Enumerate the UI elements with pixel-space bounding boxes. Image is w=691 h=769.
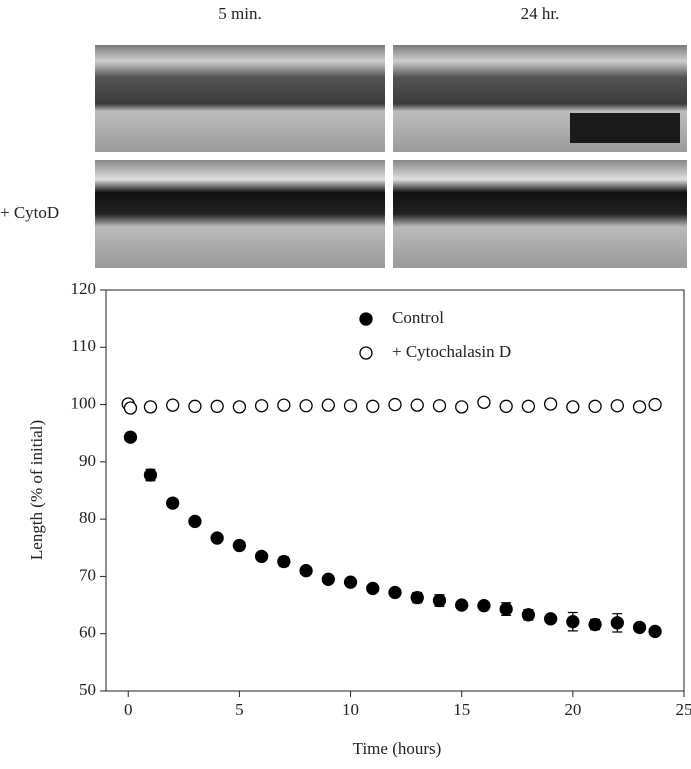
data-point: [299, 564, 313, 578]
data-point: [366, 399, 380, 413]
data-point: [566, 615, 580, 629]
data-point: [232, 538, 247, 553]
y-tick-label: 50: [79, 680, 96, 699]
data-point: [166, 398, 180, 412]
x-tick-label: 25: [676, 700, 691, 719]
y-axis-title: Length (% of initial): [27, 420, 46, 560]
legend-label: + Cytochalasin D: [392, 342, 511, 361]
data-point: [321, 572, 335, 586]
data-point: [232, 400, 247, 414]
data-point: [432, 593, 447, 608]
data-point: [499, 399, 513, 413]
data-point: [321, 398, 335, 412]
legend-marker: [359, 346, 373, 360]
data-point: [566, 400, 580, 414]
x-axis-title: Time (hours): [353, 739, 442, 758]
x-tick-label: 10: [342, 700, 359, 719]
data-point: [254, 549, 269, 564]
data-point: [521, 608, 536, 622]
data-point: [166, 496, 180, 510]
y-tick-label: 80: [79, 508, 96, 527]
data-point: [188, 514, 202, 529]
data-point: [499, 602, 513, 616]
x-tick-label: 5: [235, 700, 244, 719]
data-point: [210, 531, 224, 545]
data-point: [210, 399, 224, 413]
data-point: [188, 399, 202, 413]
data-point: [455, 598, 469, 612]
data-point: [277, 554, 291, 569]
data-point: [343, 399, 358, 413]
photo: [95, 160, 385, 268]
data-point: [543, 397, 558, 411]
photo-detail: [570, 113, 680, 143]
data-point: [610, 399, 624, 413]
data-point: [610, 616, 624, 630]
data-point: [588, 399, 602, 413]
data-point: [123, 401, 138, 415]
photo: [95, 45, 385, 152]
data-point: [299, 399, 313, 413]
photo: [393, 160, 687, 268]
x-tick-label: 15: [453, 700, 470, 719]
data-point: [477, 395, 491, 409]
data-point: [254, 399, 269, 413]
data-point: [588, 617, 602, 632]
row-label: + CytoD: [0, 203, 59, 222]
data-point: [366, 581, 380, 596]
data-point: [123, 430, 138, 444]
data-point: [410, 398, 424, 412]
data-point: [432, 399, 447, 413]
data-point: [648, 397, 662, 412]
y-tick-label: 100: [71, 393, 97, 412]
data-point: [521, 399, 536, 413]
data-point: [277, 398, 291, 412]
data-point: [632, 400, 647, 414]
data-point: [143, 400, 158, 414]
data-point: [343, 575, 358, 589]
y-tick-label: 60: [79, 623, 96, 642]
data-point: [388, 585, 402, 600]
y-tick-label: 90: [79, 451, 96, 470]
column-label: 24 hr.: [521, 4, 560, 23]
y-tick-label: 110: [71, 336, 96, 355]
legend-label: Control: [392, 308, 444, 327]
data-point: [388, 397, 402, 412]
y-tick-label: 120: [71, 279, 97, 298]
x-tick-label: 20: [564, 700, 581, 719]
column-label: 5 min.: [218, 4, 261, 23]
legend-marker: [359, 312, 373, 326]
data-point: [410, 590, 424, 605]
data-point: [648, 624, 662, 639]
x-tick-label: 0: [124, 700, 133, 719]
plot-frame: [105, 289, 685, 692]
data-point: [477, 598, 491, 613]
data-point: [143, 468, 158, 482]
data-point: [455, 400, 469, 414]
data-point: [632, 620, 647, 635]
y-tick-label: 70: [79, 565, 96, 584]
data-point: [543, 612, 558, 626]
